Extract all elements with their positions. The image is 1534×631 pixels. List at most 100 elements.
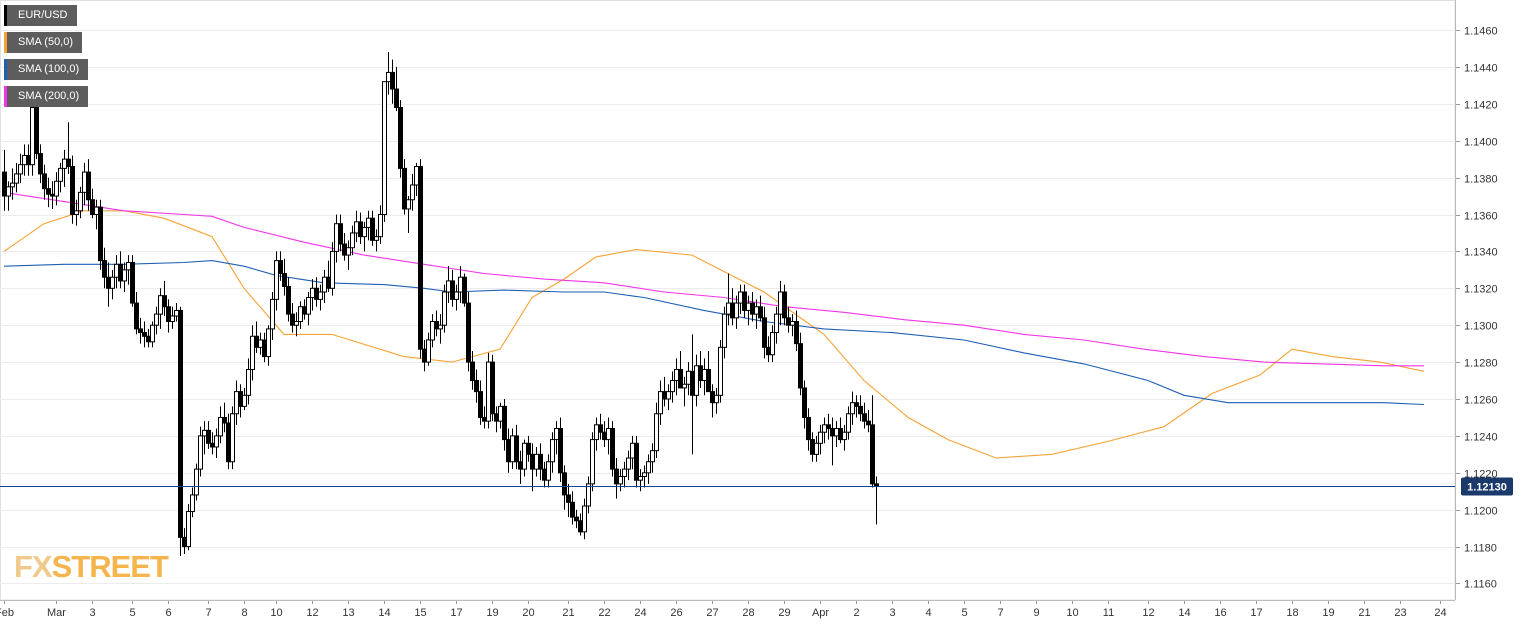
candle [630, 435, 635, 470]
candle [270, 291, 275, 340]
candle-body [470, 361, 475, 382]
candle [94, 199, 99, 230]
candle [18, 153, 23, 184]
candle-body [58, 167, 63, 182]
x-tick-label: 15 [414, 607, 426, 619]
candle-body [506, 439, 511, 463]
candle-body [530, 453, 535, 470]
candle-body [290, 313, 295, 326]
candle [622, 461, 627, 488]
candle-body [570, 501, 575, 518]
legend-item-sma100[interactable]: SMA (100,0) [4, 59, 89, 80]
candle-body [450, 280, 455, 300]
candle-body [522, 442, 527, 470]
candle-body [758, 306, 763, 319]
candle [114, 255, 119, 289]
candle [554, 421, 559, 455]
candle [138, 317, 143, 344]
candle [734, 295, 739, 329]
candle [426, 332, 431, 366]
candle-body [662, 391, 667, 400]
candle [706, 351, 711, 393]
sma-line-1 [3, 260, 1425, 406]
candle-body [234, 391, 239, 415]
x-tick-label: 6 [165, 607, 171, 619]
candle [218, 406, 223, 444]
candle [762, 306, 767, 359]
candle [222, 402, 227, 433]
candle [110, 269, 115, 300]
candle [478, 380, 483, 425]
x-tick-label: 10 [270, 607, 282, 619]
legend-item-sma200[interactable]: SMA (200,0) [4, 86, 89, 107]
legend-item-sma50[interactable]: SMA (50,0) [4, 32, 83, 53]
candle-body [602, 431, 607, 441]
candle [82, 162, 87, 206]
x-tick-label: 11 [1103, 607, 1114, 619]
candle-body [194, 468, 199, 496]
candle-body [610, 428, 615, 470]
candle [466, 291, 471, 372]
candle-body [854, 402, 859, 407]
candle-body [354, 221, 359, 234]
candle [718, 339, 723, 403]
x-tick-label: 5 [961, 607, 967, 619]
candle-body [386, 71, 391, 83]
candle [134, 291, 139, 335]
candle [746, 295, 751, 326]
candle [778, 280, 783, 326]
candle [710, 384, 715, 418]
candle [374, 229, 379, 252]
candle-body [846, 413, 851, 433]
candle-body [218, 416, 223, 437]
candle-body [358, 221, 363, 238]
candle [510, 428, 515, 470]
candle [102, 247, 107, 289]
candle [558, 417, 563, 483]
candle-body [518, 461, 523, 470]
candle [298, 301, 303, 329]
candle [290, 303, 295, 333]
candle-body [678, 368, 683, 389]
legend-item-eurusd[interactable]: EUR/USD [4, 5, 77, 26]
candle-body [266, 328, 271, 358]
candle-body [438, 324, 443, 330]
candle-body [510, 435, 515, 463]
candle [346, 240, 351, 270]
candle [742, 284, 747, 318]
candle [474, 369, 479, 403]
candle-body [542, 468, 547, 481]
candle-body [718, 346, 723, 396]
candle-body [550, 439, 555, 463]
candle [846, 406, 851, 440]
candle-body [2, 171, 7, 197]
candle-body [398, 106, 403, 169]
candle [614, 458, 619, 499]
candle-body [858, 405, 863, 415]
candle-body [262, 339, 267, 358]
candles [2, 52, 879, 556]
x-tick-label: 23 [1394, 607, 1406, 619]
candle [26, 144, 31, 176]
candle [146, 328, 151, 348]
candle [790, 314, 795, 337]
candle [294, 312, 299, 337]
grid-lines [0, 0, 1456, 601]
candle-body [174, 309, 179, 317]
candle-body [782, 291, 787, 319]
candle-body [650, 450, 655, 463]
last-price-tag [1461, 477, 1513, 496]
candle [246, 358, 251, 405]
candle [654, 402, 659, 459]
candle [514, 424, 519, 470]
candle [546, 454, 551, 488]
candle-body [210, 442, 215, 448]
candle-body [814, 442, 819, 455]
candle-body [190, 494, 195, 513]
candle [434, 310, 439, 337]
candle-body [422, 348, 427, 363]
candle-body [74, 210, 79, 215]
candle [582, 498, 587, 540]
